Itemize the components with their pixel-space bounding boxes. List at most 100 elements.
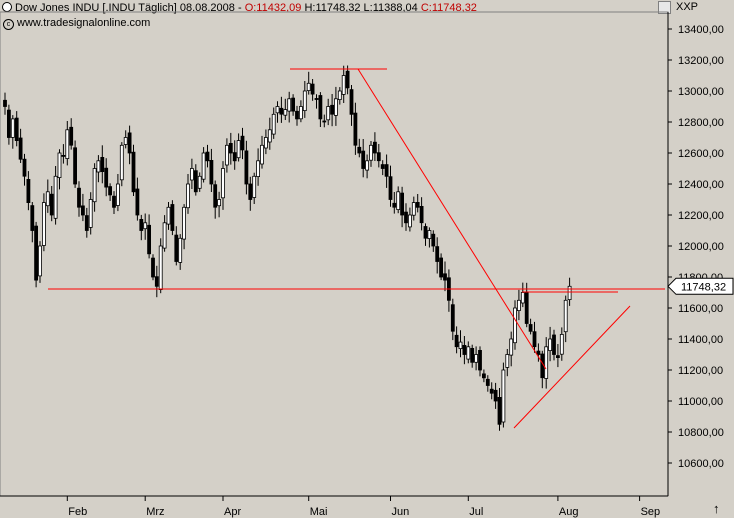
candle-body	[178, 237, 183, 263]
candle-body	[365, 160, 370, 171]
candle-body	[291, 97, 296, 112]
copyright-label: c www.tradesignalonline.com	[3, 16, 150, 30]
window-button[interactable]	[658, 1, 671, 14]
y-tick-label: 11600,00	[678, 303, 723, 315]
trend-lines	[48, 68, 665, 429]
candle-body	[431, 233, 436, 247]
candle-body	[337, 90, 342, 101]
candle-body	[65, 129, 70, 160]
uptrend-line	[513, 305, 631, 429]
candle-body	[372, 141, 377, 154]
y-tick-label: 12800,00	[678, 117, 724, 129]
y-tick-label: 10800,00	[678, 427, 724, 439]
high-low-value: H:11748,32 L:11388,04	[304, 2, 418, 14]
candle-body	[197, 175, 202, 189]
candle-body	[287, 98, 292, 112]
candle-body	[369, 144, 373, 161]
candle-body	[57, 152, 62, 179]
candle-body	[10, 118, 15, 138]
candle-body	[116, 183, 120, 206]
candle-body	[189, 168, 194, 181]
candle-body	[497, 396, 502, 425]
x-tick-label: Aug	[559, 506, 579, 518]
candle-body	[388, 176, 393, 200]
candle-body	[333, 98, 338, 116]
scroll-up-icon[interactable]: ↑	[713, 501, 720, 516]
candle-body	[69, 126, 74, 146]
candle-body	[310, 83, 315, 95]
candle-body	[509, 338, 514, 356]
plot-border	[0, 11, 669, 497]
candle-body	[73, 147, 77, 185]
candle-body	[341, 75, 346, 95]
candle-body	[330, 104, 335, 115]
candle-body	[131, 151, 136, 193]
candle-body	[30, 205, 35, 231]
candle-body	[528, 324, 533, 332]
candle-body	[501, 369, 506, 423]
candle-body	[244, 150, 249, 185]
candle-body	[108, 186, 112, 196]
last-price-tag: 11748,32	[667, 277, 734, 295]
y-tick-label: 11400,00	[678, 334, 723, 346]
last-price-box	[667, 277, 734, 295]
y-tick-label: 13400,00	[678, 24, 724, 36]
candle-body	[474, 354, 479, 363]
y-tick-label: 12000,00	[678, 241, 724, 253]
candle-body	[384, 164, 389, 177]
candle-body	[318, 95, 323, 120]
candle-body	[548, 338, 552, 352]
candle-body	[485, 378, 490, 386]
y-tick-label: 12400,00	[678, 179, 724, 191]
chart-header: Dow Jones INDU [.INDU Täglich] 08.08.200…	[0, 0, 477, 16]
candle-body	[42, 202, 46, 246]
candle-body	[193, 170, 198, 193]
candle-body	[182, 206, 187, 240]
candle-body	[322, 120, 327, 123]
candle-body	[295, 110, 299, 120]
candle-body	[279, 107, 284, 115]
candle-body	[7, 109, 11, 138]
x-tick-label: Jul	[469, 506, 483, 518]
candle-body	[478, 349, 482, 371]
candle-body	[556, 355, 560, 359]
candle-body	[77, 187, 81, 208]
last-price-label: 11748,32	[681, 281, 726, 293]
candle-body	[563, 299, 568, 333]
candle-body	[443, 273, 447, 281]
candle-body	[524, 292, 529, 324]
candle-body	[81, 205, 85, 216]
candle-body	[419, 205, 424, 224]
candle-body	[540, 353, 545, 379]
candle-body	[45, 191, 50, 207]
candle-body	[174, 234, 179, 262]
candle-body	[263, 137, 268, 149]
candle-body	[201, 152, 206, 180]
candle-body	[232, 152, 237, 162]
x-tick-label: Mrz	[146, 506, 164, 518]
candle-body	[544, 346, 549, 379]
candle-body	[493, 389, 498, 402]
candle-body	[427, 230, 432, 240]
candle-body	[236, 140, 241, 159]
candle-body	[170, 204, 175, 231]
y-tick-label: 13200,00	[678, 55, 724, 67]
candle-body	[96, 160, 101, 173]
candle-body	[559, 333, 564, 355]
candle-body	[209, 159, 214, 185]
candle-body	[380, 164, 385, 169]
candle-body	[470, 347, 475, 363]
candle-body	[260, 144, 264, 165]
y-tick-label: 12600,00	[678, 148, 724, 160]
candle-body	[217, 199, 222, 207]
candle-body	[92, 168, 97, 203]
candle-body	[224, 144, 229, 166]
candle-body	[22, 158, 27, 177]
candle-body	[481, 373, 486, 379]
candle-body	[228, 142, 233, 154]
candle-body	[18, 137, 23, 160]
candle-body	[123, 137, 128, 145]
candle-body	[112, 195, 116, 208]
toolbar-label[interactable]: XXP	[676, 1, 699, 13]
candle-body	[240, 135, 245, 151]
